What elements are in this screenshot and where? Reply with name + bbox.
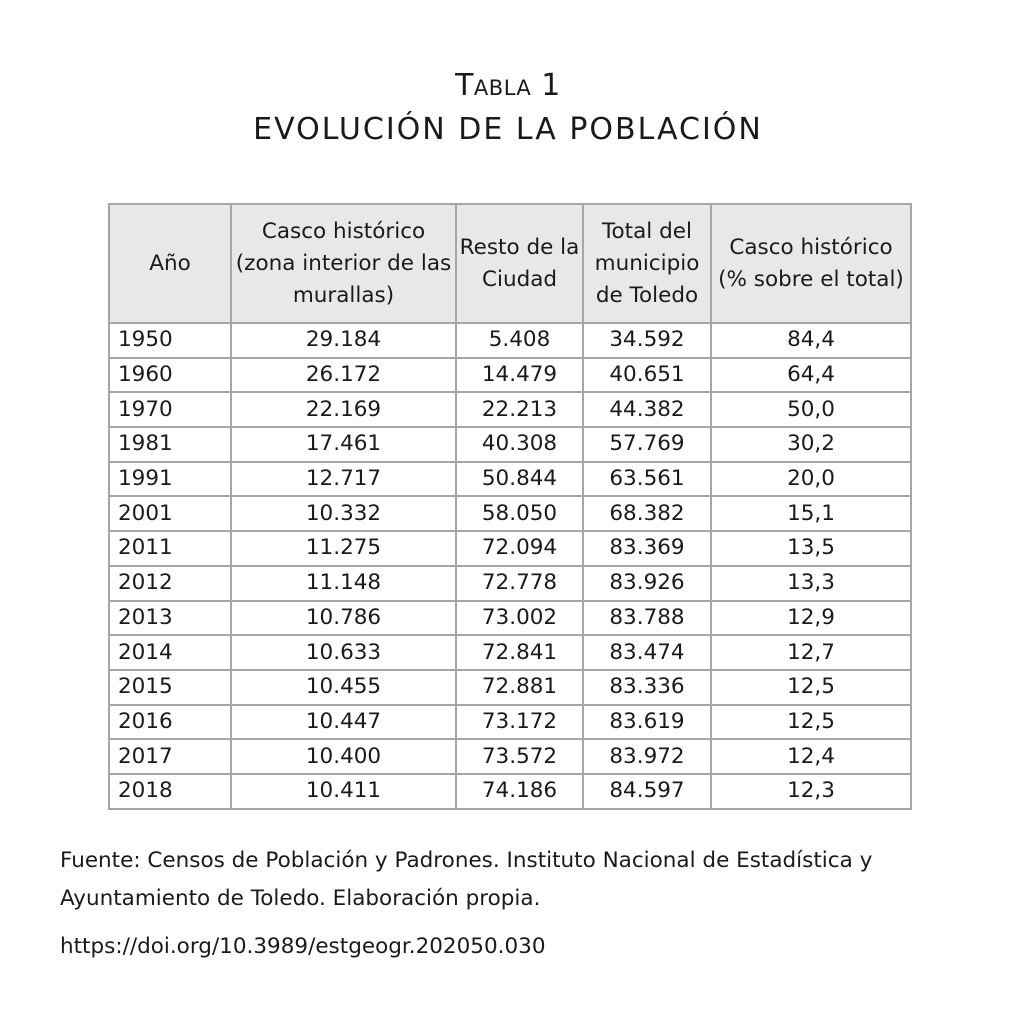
table-row: 2001 10.332 58.050 68.382 15,1 [108, 495, 912, 533]
cell-municipal-total: 83.619 [582, 703, 712, 741]
cell-rest-of-city: 22.213 [455, 391, 584, 429]
cell-year: 2015 [108, 668, 232, 706]
table-row: 2012 11.148 72.778 83.926 13,3 [108, 564, 912, 602]
cell-municipal-total: 84.597 [582, 772, 712, 810]
cell-historic-percent: 12,9 [710, 599, 912, 637]
cell-municipal-total: 83.336 [582, 668, 712, 706]
cell-year: 1981 [108, 426, 232, 463]
cell-rest-of-city: 73.002 [455, 599, 584, 637]
cell-historic-center: 29.184 [230, 322, 457, 359]
doi-link[interactable]: https://doi.org/10.3989/estgeogr.202050.… [60, 934, 546, 959]
cell-year: 1960 [108, 356, 232, 394]
cell-historic-percent: 12,5 [710, 668, 912, 706]
cell-historic-percent: 13,5 [710, 530, 912, 567]
cell-historic-percent: 12,3 [710, 772, 912, 810]
cell-year: 2016 [108, 703, 232, 741]
table-row: 1991 12.717 50.844 63.561 20,0 [108, 460, 912, 498]
cell-historic-percent: 84,4 [710, 322, 912, 359]
cell-year: 2018 [108, 772, 232, 810]
cell-year: 1991 [108, 460, 232, 498]
table-row: 2018 10.411 74.186 84.597 12,3 [108, 772, 912, 810]
cell-municipal-total: 34.592 [582, 322, 712, 359]
cell-municipal-total: 44.382 [582, 391, 712, 429]
cell-year: 2014 [108, 634, 232, 671]
cell-historic-center: 10.411 [230, 772, 457, 810]
cell-historic-center: 11.148 [230, 564, 457, 602]
cell-rest-of-city: 74.186 [455, 772, 584, 810]
table-row: 1970 22.169 22.213 44.382 50,0 [108, 391, 912, 429]
cell-historic-percent: 64,4 [710, 356, 912, 394]
cell-municipal-total: 83.369 [582, 530, 712, 567]
cell-year: 2011 [108, 530, 232, 567]
cell-historic-percent: 20,0 [710, 460, 912, 498]
cell-historic-center: 10.633 [230, 634, 457, 671]
cell-historic-percent: 13,3 [710, 564, 912, 602]
table-row: 1981 17.461 40.308 57.769 30,2 [108, 426, 912, 463]
table-row: 2016 10.447 73.172 83.619 12,5 [108, 703, 912, 741]
cell-historic-percent: 12,4 [710, 738, 912, 775]
cell-historic-percent: 30,2 [710, 426, 912, 463]
cell-municipal-total: 68.382 [582, 495, 712, 533]
cell-historic-center: 10.786 [230, 599, 457, 637]
cell-municipal-total: 83.788 [582, 599, 712, 637]
table-title: EVOLUCIÓN DE LA POBLACIÓN [253, 112, 763, 147]
cell-historic-center: 10.455 [230, 668, 457, 706]
cell-historic-center: 10.332 [230, 495, 457, 533]
cell-year: 2012 [108, 564, 232, 602]
cell-rest-of-city: 72.778 [455, 564, 584, 602]
cell-municipal-total: 40.651 [582, 356, 712, 394]
cell-historic-percent: 12,7 [710, 634, 912, 671]
cell-municipal-total: 83.972 [582, 738, 712, 775]
table-header: Año Casco histórico (zona interior de la… [108, 203, 912, 324]
cell-municipal-total: 83.926 [582, 564, 712, 602]
population-table: Año Casco histórico (zona interior de la… [108, 203, 912, 810]
header-historic-center: Casco histórico (zona interior de las mu… [230, 203, 457, 324]
header-historic-percent: Casco histórico (% sobre el total) [710, 203, 912, 324]
cell-municipal-total: 63.561 [582, 460, 712, 498]
cell-historic-percent: 12,5 [710, 703, 912, 741]
cell-rest-of-city: 58.050 [455, 495, 584, 533]
cell-rest-of-city: 5.408 [455, 322, 584, 359]
cell-rest-of-city: 50.844 [455, 460, 584, 498]
cell-historic-center: 10.447 [230, 703, 457, 741]
cell-rest-of-city: 14.479 [455, 356, 584, 394]
cell-historic-center: 22.169 [230, 391, 457, 429]
table-row: 1960 26.172 14.479 40.651 64,4 [108, 356, 912, 394]
table-row: 2013 10.786 73.002 83.788 12,9 [108, 599, 912, 637]
table-row: 1950 29.184 5.408 34.592 84,4 [108, 322, 912, 359]
cell-historic-center: 12.717 [230, 460, 457, 498]
header-rest-of-city: Resto de la Ciudad [455, 203, 584, 324]
cell-municipal-total: 83.474 [582, 634, 712, 671]
cell-historic-center: 17.461 [230, 426, 457, 463]
cell-historic-percent: 50,0 [710, 391, 912, 429]
table-row: 2015 10.455 72.881 83.336 12,5 [108, 668, 912, 706]
cell-historic-percent: 15,1 [710, 495, 912, 533]
cell-year: 2001 [108, 495, 232, 533]
table-body: 1950 29.184 5.408 34.592 84,4 1960 26.172 14.47… [108, 322, 912, 810]
cell-municipal-total: 57.769 [582, 426, 712, 463]
cell-historic-center: 26.172 [230, 356, 457, 394]
table-number: Tabla 1 [455, 68, 561, 103]
cell-year: 2013 [108, 599, 232, 637]
cell-year: 1970 [108, 391, 232, 429]
header-year: Año [108, 203, 232, 324]
table-row: 2014 10.633 72.841 83.474 12,7 [108, 634, 912, 671]
cell-year: 1950 [108, 322, 232, 359]
cell-historic-center: 11.275 [230, 530, 457, 567]
cell-rest-of-city: 73.172 [455, 703, 584, 741]
cell-rest-of-city: 73.572 [455, 738, 584, 775]
header-municipal-total: Total del municipio de Toledo [582, 203, 712, 324]
cell-historic-center: 10.400 [230, 738, 457, 775]
table-row: 2011 11.275 72.094 83.369 13,5 [108, 530, 912, 567]
cell-rest-of-city: 72.881 [455, 668, 584, 706]
header-row: Año Casco histórico (zona interior de la… [108, 203, 912, 324]
source-note: Fuente: Censos de Población y Padrones. … [60, 848, 873, 911]
cell-rest-of-city: 72.841 [455, 634, 584, 671]
table-row: 2017 10.400 73.572 83.972 12,4 [108, 738, 912, 775]
cell-year: 2017 [108, 738, 232, 775]
cell-rest-of-city: 40.308 [455, 426, 584, 463]
cell-rest-of-city: 72.094 [455, 530, 584, 567]
